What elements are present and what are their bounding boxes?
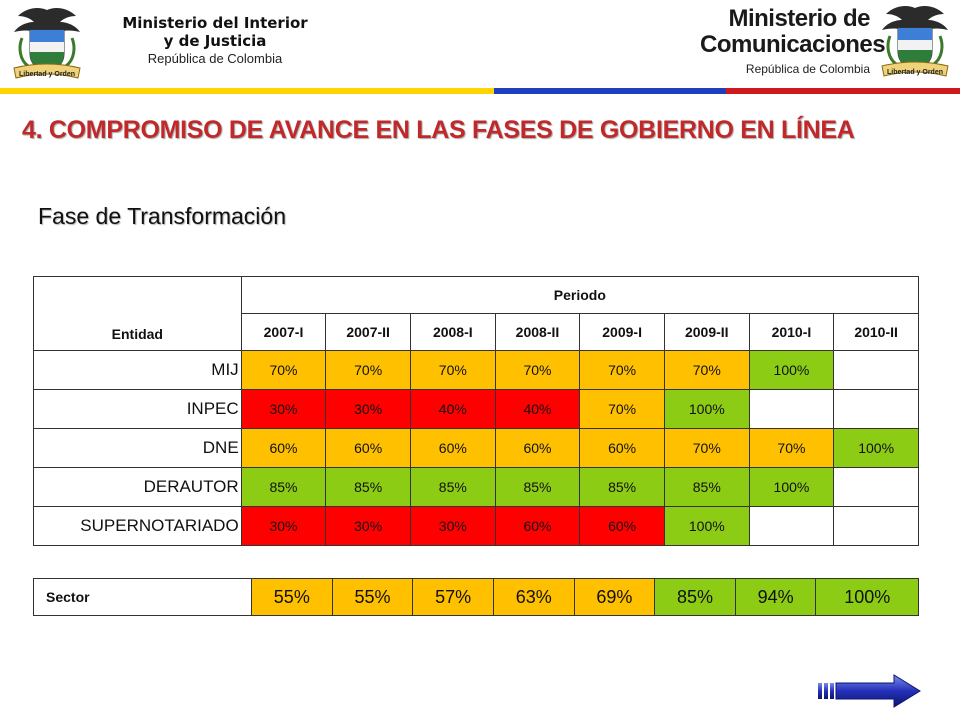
period-header: 2010-II (833, 313, 919, 351)
progress-cell: 40% (409, 389, 496, 429)
progress-cell: 40% (494, 389, 581, 429)
progress-cell: 100% (833, 428, 919, 468)
progress-cell (833, 389, 919, 429)
colombia-coat-of-arms-left-icon: Libertad y Orden (13, 8, 81, 79)
progress-cell: 70% (663, 350, 750, 390)
sector-value-cell: 69% (573, 578, 656, 616)
progress-cell: 100% (748, 350, 835, 390)
period-header: 2008-I (409, 313, 496, 351)
progress-cell (833, 467, 919, 507)
entity-name: INPEC (33, 389, 242, 429)
period-header: 2009-II (663, 313, 750, 351)
period-header-row: 2007-I 2007-II 2008-I 2008-II 2009-I 2009-II 2… (34, 313, 919, 351)
entity-name: SUPERNOTARIADO (33, 506, 242, 546)
progress-cell: 30% (325, 506, 411, 546)
period-header: 2009-I (579, 313, 665, 351)
progress-table: Entidad Periodo 2007-I 2007-II 2008-I 2008-… (33, 276, 920, 546)
right-heading-line2: Comunicaciones (700, 31, 886, 58)
right-seal-caption: Libertad y Orden (887, 69, 943, 76)
sector-value-cell: 55% (331, 578, 414, 616)
progress-cell: 60% (579, 428, 665, 468)
left-heading-line3: República de Colombia (147, 51, 283, 66)
sector-value-cell: 63% (492, 578, 575, 616)
progress-cell: 70% (748, 428, 835, 468)
table-body: MIJ 70% 70% 70% 70% 70% 70% 100% INPEC 30% 30% 40% 4… (33, 350, 919, 546)
stripe-blue (494, 88, 726, 94)
table-row: MIJ 70% 70% 70% 70% 70% 70% 100% (33, 350, 919, 390)
header-entidad: Entidad (33, 276, 242, 351)
stripe-yellow (0, 88, 494, 94)
progress-cell: 70% (240, 350, 327, 390)
progress-cell: 60% (494, 428, 581, 468)
progress-cell (833, 350, 919, 390)
progress-cell: 30% (240, 506, 327, 546)
progress-cell: 70% (579, 389, 665, 429)
progress-cell: 70% (409, 350, 496, 390)
section-subtitle: Fase de Transformación (38, 203, 287, 229)
progress-cell: 70% (663, 428, 750, 468)
progress-cell: 85% (240, 467, 327, 507)
period-header: 2010-I (748, 313, 835, 351)
progress-cell: 100% (748, 467, 835, 507)
sector-row: Sector 55% 55% 57% 63% 69% 85% 94% 100% (33, 578, 919, 616)
right-heading-line3: República de Colombia (745, 62, 870, 76)
sector-value-cell: 57% (412, 578, 494, 616)
progress-cell: 85% (663, 467, 750, 507)
progress-cell: 100% (663, 389, 750, 429)
entity-name: DNE (33, 428, 242, 468)
progress-cell: 100% (663, 506, 750, 546)
left-seal-caption: Libertad y Orden (19, 71, 75, 78)
progress-cell: 30% (409, 506, 496, 546)
progress-cell: 30% (325, 389, 411, 429)
sector-value-cell: 94% (734, 578, 817, 616)
progress-cell: 70% (494, 350, 581, 390)
left-heading-line1: Ministerio del Interior (122, 14, 308, 32)
progress-cell (748, 389, 835, 429)
progress-cell: 60% (409, 428, 496, 468)
stripe-red (726, 88, 960, 94)
progress-cell: 85% (409, 467, 496, 507)
sector-table: Sector 55% 55% 57% 63% 69% 85% 94% 100% (33, 578, 919, 616)
page-title: 4. COMPROMISO DE AVANCE EN LAS FASES DE … (22, 116, 855, 144)
progress-cell: 30% (240, 389, 327, 429)
period-header: 2007-II (325, 313, 411, 351)
entity-name: DERAUTOR (33, 467, 242, 507)
progress-cell (748, 506, 835, 546)
progress-cell: 60% (240, 428, 327, 468)
progress-cell: 85% (494, 467, 581, 507)
right-heading-line1: Ministerio de (728, 5, 870, 32)
progress-cell: 70% (325, 350, 411, 390)
table-row: DERAUTOR 85% 85% 85% 85% 85% 85% 100% (33, 467, 919, 507)
colombia-coat-of-arms-right-icon: Libertad y Orden (881, 6, 949, 77)
period-header: 2007-I (240, 313, 327, 351)
table-row: INPEC 30% 30% 40% 40% 70% 100% (33, 389, 919, 429)
progress-cell: 60% (325, 428, 411, 468)
sector-label: Sector (33, 578, 252, 616)
ministerio-comunicaciones-heading: Ministerio de Comunicaciones República d… (700, 5, 886, 80)
left-heading-line2: y de Justicia (163, 32, 267, 50)
progress-cell: 60% (579, 506, 665, 546)
progress-cell: 85% (325, 467, 411, 507)
sector-value-cell: 55% (251, 578, 333, 616)
entity-name: MIJ (33, 350, 242, 390)
table-row: SUPERNOTARIADO 30% 30% 30% 60% 60% 100% (33, 506, 919, 546)
ministerio-interior-heading: Ministerio del Interior y de Justicia Re… (100, 14, 330, 68)
progress-cell: 70% (579, 350, 665, 390)
sector-value-cell: 85% (654, 578, 736, 616)
progress-cell (833, 506, 919, 546)
next-arrow-icon[interactable] (818, 673, 922, 709)
header-periodo: Periodo (240, 276, 920, 314)
period-header: 2008-II (494, 313, 581, 351)
progress-cell: 85% (579, 467, 665, 507)
table-row: DNE 60% 60% 60% 60% 60% 70% 70% 100% (33, 428, 919, 468)
progress-cell: 60% (494, 506, 581, 546)
sector-value-cell: 100% (815, 578, 919, 616)
